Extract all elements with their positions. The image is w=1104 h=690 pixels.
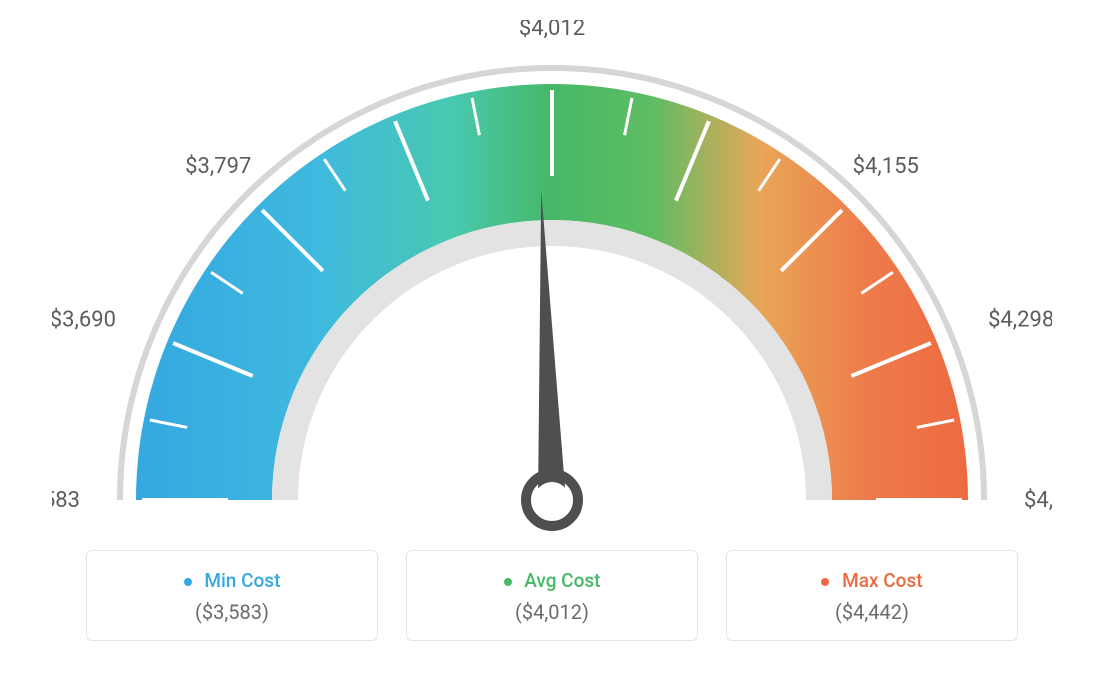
tick-label: $4,442 (1024, 488, 1052, 513)
legend-label-min: Min Cost (204, 569, 280, 592)
legend-label-avg: Avg Cost (524, 569, 600, 592)
legend-dot-max (821, 578, 829, 586)
legend-dot-min (184, 578, 192, 586)
legend-dot-avg (504, 578, 512, 586)
legend-value-avg: ($4,012) (407, 600, 697, 624)
legend-value-min: ($3,583) (87, 600, 377, 624)
legend-value-max: ($4,442) (727, 600, 1017, 624)
legend-card-min: Min Cost ($3,583) (86, 550, 378, 641)
legend-title-max: Max Cost (727, 569, 1017, 592)
tick-label: $3,690 (52, 307, 116, 332)
legend-label-max: Max Cost (842, 569, 922, 592)
tick-label: $4,155 (853, 154, 919, 179)
tick-label: $3,797 (185, 154, 251, 179)
tick-label: $4,298 (988, 307, 1052, 332)
needle-hub-inner (534, 482, 570, 518)
legend-title-min: Min Cost (87, 569, 377, 592)
legend-title-avg: Avg Cost (407, 569, 697, 592)
gauge-svg: $3,583 $3,690 $3,797 $4,012 $4,155 $4,298 $4,4… (52, 20, 1052, 560)
legend-row: Min Cost ($3,583) Avg Cost ($4,012) Max … (0, 550, 1104, 641)
gauge-chart-container: $3,583 $3,690 $3,797 $4,012 $4,155 $4,298 $4,4… (0, 0, 1104, 690)
legend-card-max: Max Cost ($4,442) (726, 550, 1018, 641)
tick-label: $3,583 (52, 488, 80, 513)
tick-label: $4,012 (519, 20, 585, 41)
legend-card-avg: Avg Cost ($4,012) (406, 550, 698, 641)
gauge-area: $3,583 $3,690 $3,797 $4,012 $4,155 $4,298 $4,4… (0, 0, 1104, 540)
